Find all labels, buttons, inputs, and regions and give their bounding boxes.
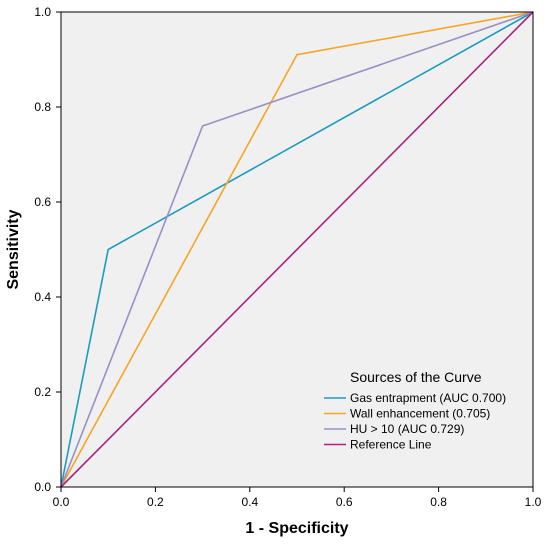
x-tick-label: 0.6 [336,495,353,509]
series-line-3 [60,11,534,488]
y-tick-label: 0.2 [34,385,51,399]
legend-label: Reference Line [350,438,432,452]
legend-items: Gas entrapment (AUC 0.700) Wall enhanceme… [324,391,506,452]
y-tick-label: 0.8 [34,100,51,114]
x-tick-label: 1.0 [525,495,542,509]
y-axis: 0.0 0.2 0.4 0.6 0.8 1.0 [34,5,61,494]
x-tick-label: 0.0 [53,495,70,509]
x-axis: 0.0 0.2 0.4 0.6 0.8 1.0 [53,487,542,509]
x-tick-label: 0.4 [241,495,258,509]
y-tick-label: 0.6 [34,195,51,209]
legend-label: Wall enhancement (0.705) [350,407,490,421]
legend-title: Sources of the Curve [350,369,482,385]
y-tick-label: 1.0 [34,5,51,19]
y-tick-label: 0.0 [34,480,51,494]
series-line-1 [60,11,534,488]
series-line-2 [60,11,534,488]
y-axis-title: Sensitivity [5,209,22,289]
y-tick-label: 0.4 [34,290,51,304]
plot-frame [60,11,534,488]
x-axis-title: 1 - Specificity [245,520,348,537]
legend: Sources of the Curve Gas entrapment (AUC… [324,369,506,452]
legend-label: Gas entrapment (AUC 0.700) [350,391,506,405]
x-tick-label: 0.8 [430,495,447,509]
legend-label: HU > 10 (AUC 0.729) [350,422,464,436]
series-line-4 [60,11,534,488]
x-tick-label: 0.2 [147,495,164,509]
series-layer [60,11,534,488]
